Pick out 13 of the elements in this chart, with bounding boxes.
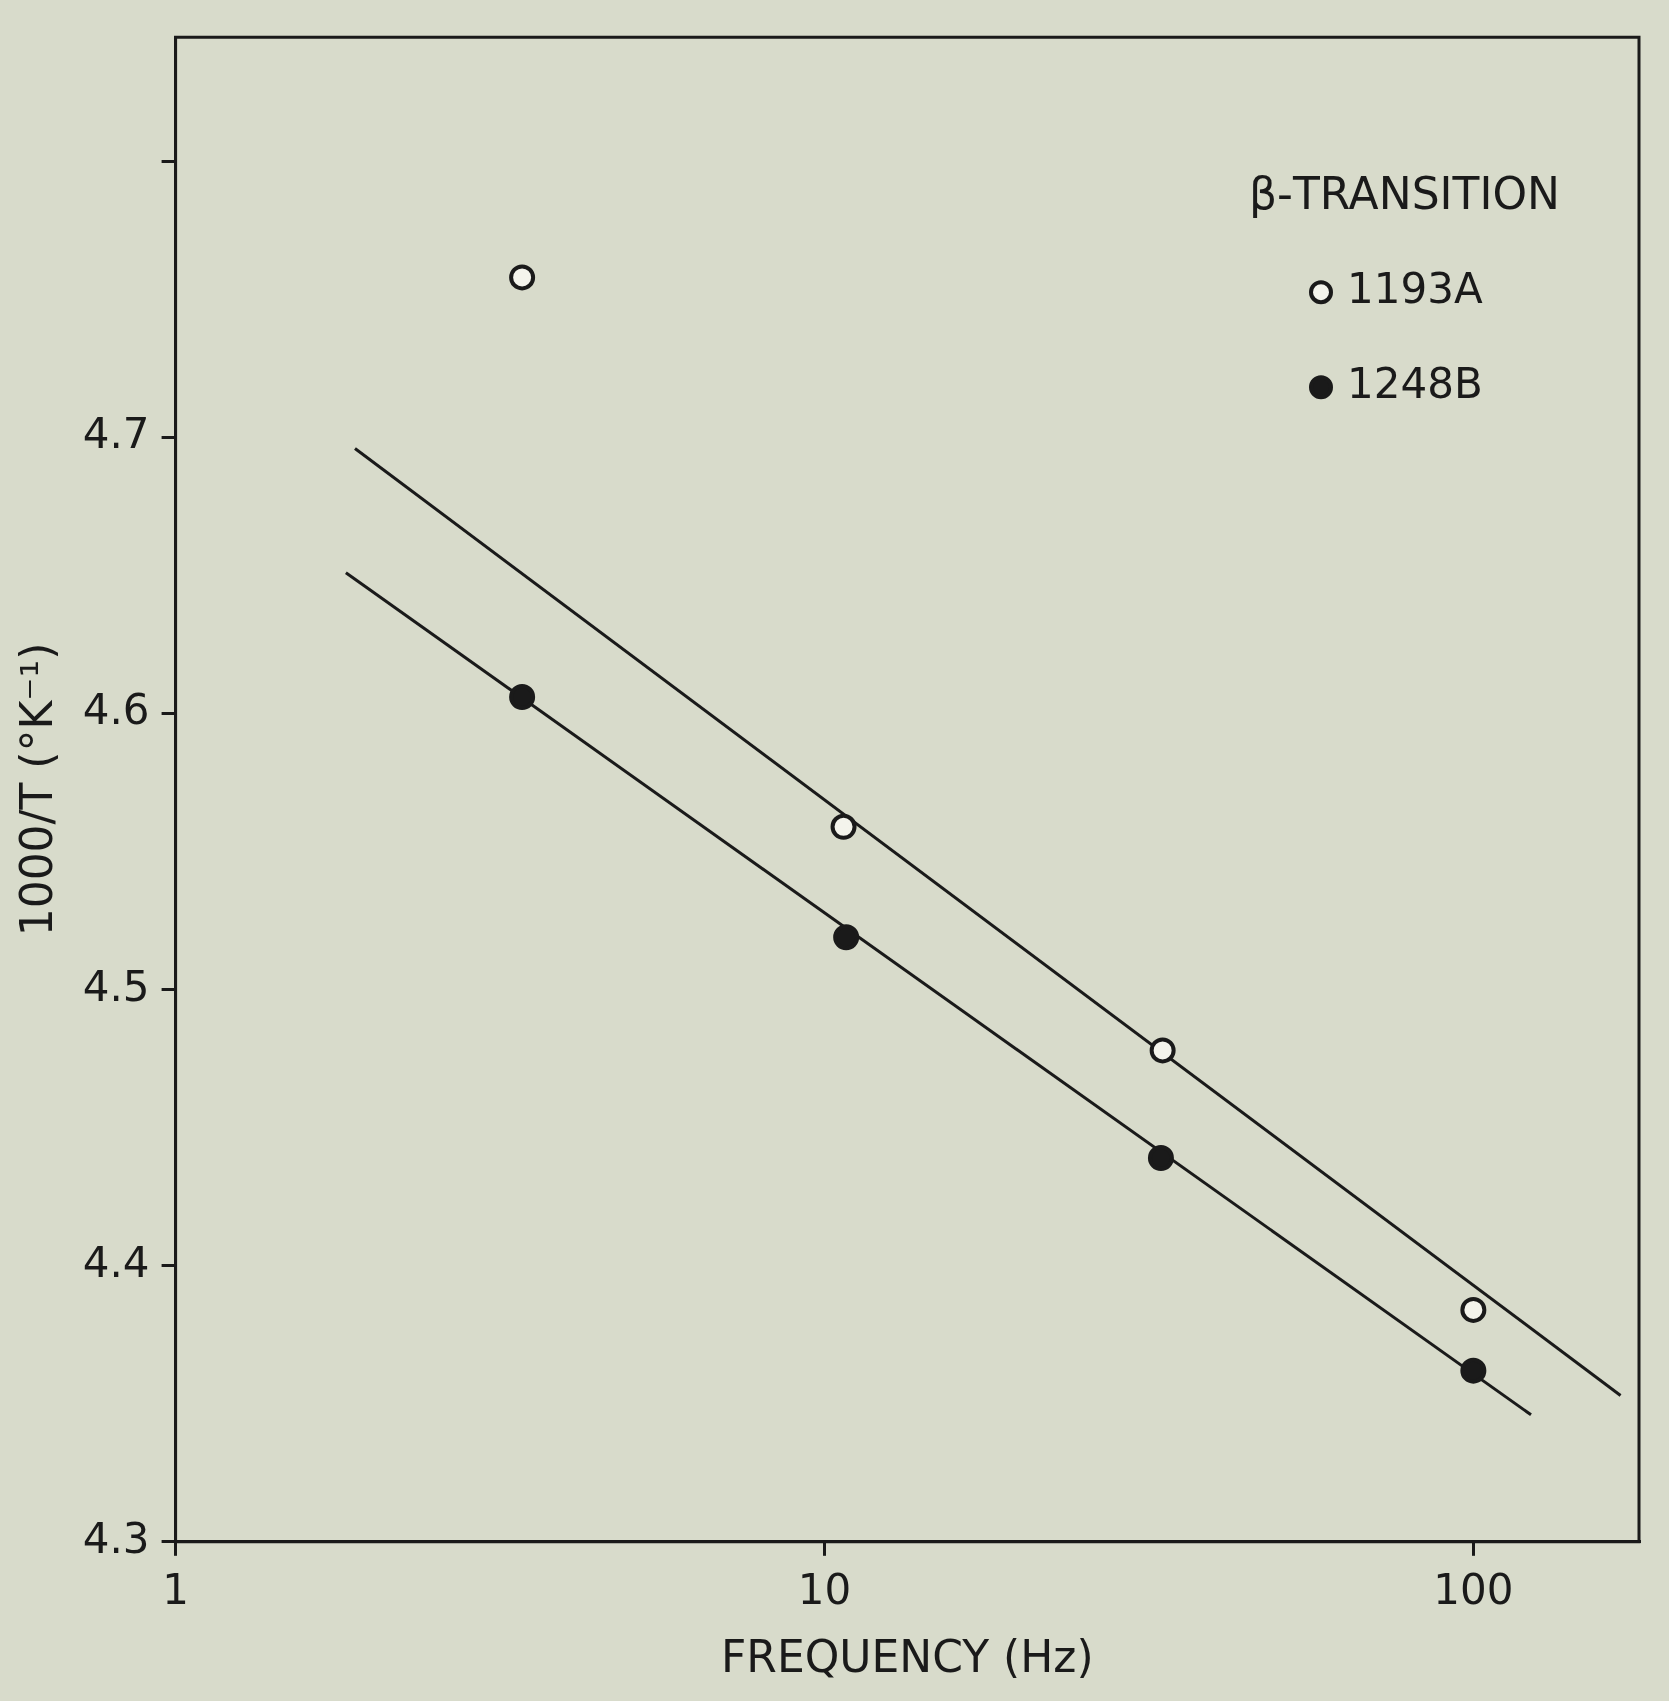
y-tick-label: 4.7 bbox=[82, 409, 150, 459]
x-axis-title: FREQUENCY (Hz) bbox=[721, 1631, 1094, 1683]
y-tick-label: 4.3 bbox=[82, 1513, 150, 1563]
legend-label: 1193A bbox=[1347, 264, 1483, 314]
x-tick-label: 10 bbox=[797, 1564, 852, 1614]
legend-label: 1248B bbox=[1347, 359, 1483, 409]
y-tick-label: 4.4 bbox=[82, 1237, 150, 1287]
y-tick-label: 4.5 bbox=[82, 961, 150, 1011]
legend-title: β-TRANSITION bbox=[1249, 167, 1560, 219]
x-tick-label: 100 bbox=[1433, 1564, 1514, 1614]
x-tick-label: 1 bbox=[162, 1564, 189, 1614]
y-tick-label: 4.6 bbox=[82, 685, 150, 735]
y-axis-title: 1000/T (°K⁻¹) bbox=[10, 642, 62, 937]
